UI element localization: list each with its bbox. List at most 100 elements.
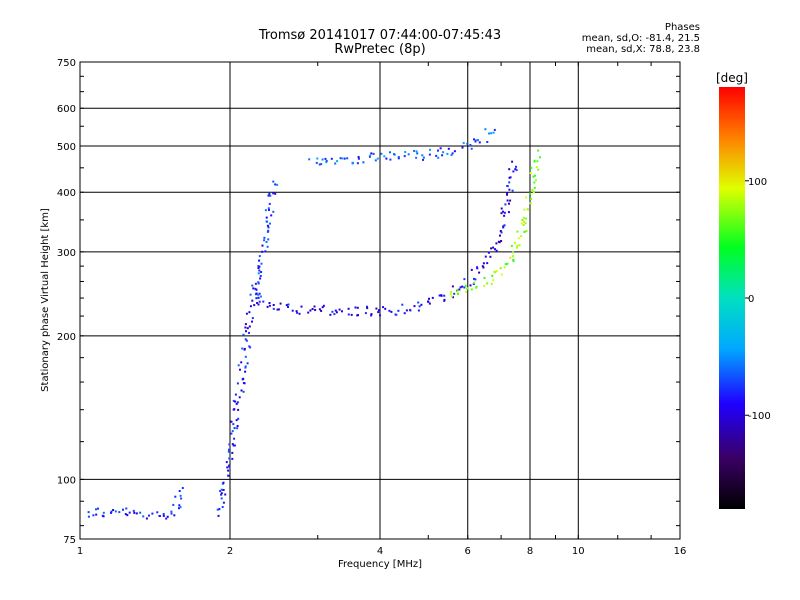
data-point [226,466,229,469]
data-point [530,197,532,200]
data-point [255,292,258,295]
data-point [506,193,508,196]
data-point [347,307,350,310]
data-point [535,166,538,169]
data-point [397,309,400,312]
data-point [446,152,449,155]
data-point [237,408,240,411]
data-point [407,153,410,156]
data-point [228,457,231,460]
data-point [525,217,527,220]
data-point [268,202,271,205]
y-tick-label: 750 [57,58,76,69]
data-point [249,293,252,296]
data-point [97,507,99,510]
data-point [492,246,495,249]
data-point [484,128,487,131]
data-point [232,423,235,426]
data-point [255,297,258,300]
data-point [453,150,456,153]
data-point [233,408,236,411]
data-points [87,128,541,520]
data-point [333,313,336,316]
data-point [217,514,220,517]
data-point [470,147,473,150]
data-point [244,366,247,369]
data-point [266,245,269,248]
data-point [178,504,181,507]
data-point [375,307,378,310]
data-point [156,511,159,514]
data-point [236,382,239,385]
data-point [95,513,98,516]
data-point [244,338,247,341]
data-point [508,181,511,184]
y-tick-label: 100 [57,475,76,486]
data-point [437,149,439,152]
data-point [478,271,481,274]
data-point [220,492,223,495]
data-point [135,512,138,515]
data-point [453,292,456,295]
data-point [269,222,271,225]
data-point [384,307,387,310]
data-point [510,244,513,247]
data-point [112,509,115,511]
data-point [537,168,540,171]
data-point [474,278,477,281]
data-point [220,488,223,491]
data-point [366,307,369,310]
data-point [515,165,517,168]
data-point [512,251,515,254]
data-point [173,514,176,517]
data-point [464,284,467,287]
stats-header: Phases [664,22,700,33]
data-point [372,152,375,155]
data-point [456,290,459,293]
data-point [520,222,523,225]
data-point [506,199,509,202]
data-point [158,515,161,517]
data-point [257,293,260,296]
data-point [466,287,469,290]
data-point [495,249,498,252]
data-point [500,240,503,242]
data-point [179,494,182,497]
data-point [450,295,453,298]
data-point [502,226,505,229]
data-point [494,271,497,274]
data-point [267,238,270,241]
data-point [248,311,251,314]
data-point [145,517,148,520]
data-point [456,288,459,291]
data-point [174,495,177,498]
data-point [529,192,531,195]
x-tick-labels: 1 2 4 6 8 10 16 [77,546,687,557]
data-point [459,286,462,289]
data-point [347,313,350,316]
data-point [239,368,241,371]
data-point [492,279,495,282]
data-point [512,260,515,263]
data-point [257,281,260,284]
data-point [259,275,262,277]
data-point [374,159,377,162]
grid [79,61,681,539]
data-point [516,230,519,233]
data-point [242,333,245,336]
data-point [170,512,173,515]
data-point [523,220,525,223]
data-point [265,216,268,219]
data-point [234,393,237,396]
data-point [236,427,239,430]
data-point [320,309,323,312]
x-tick-label: 8 [527,546,533,557]
data-point [300,305,303,308]
data-point [341,157,344,160]
data-point [413,305,416,308]
data-point [529,172,532,174]
data-point [309,309,312,312]
data-point [484,255,487,258]
data-point [520,235,523,238]
data-point [251,317,254,320]
